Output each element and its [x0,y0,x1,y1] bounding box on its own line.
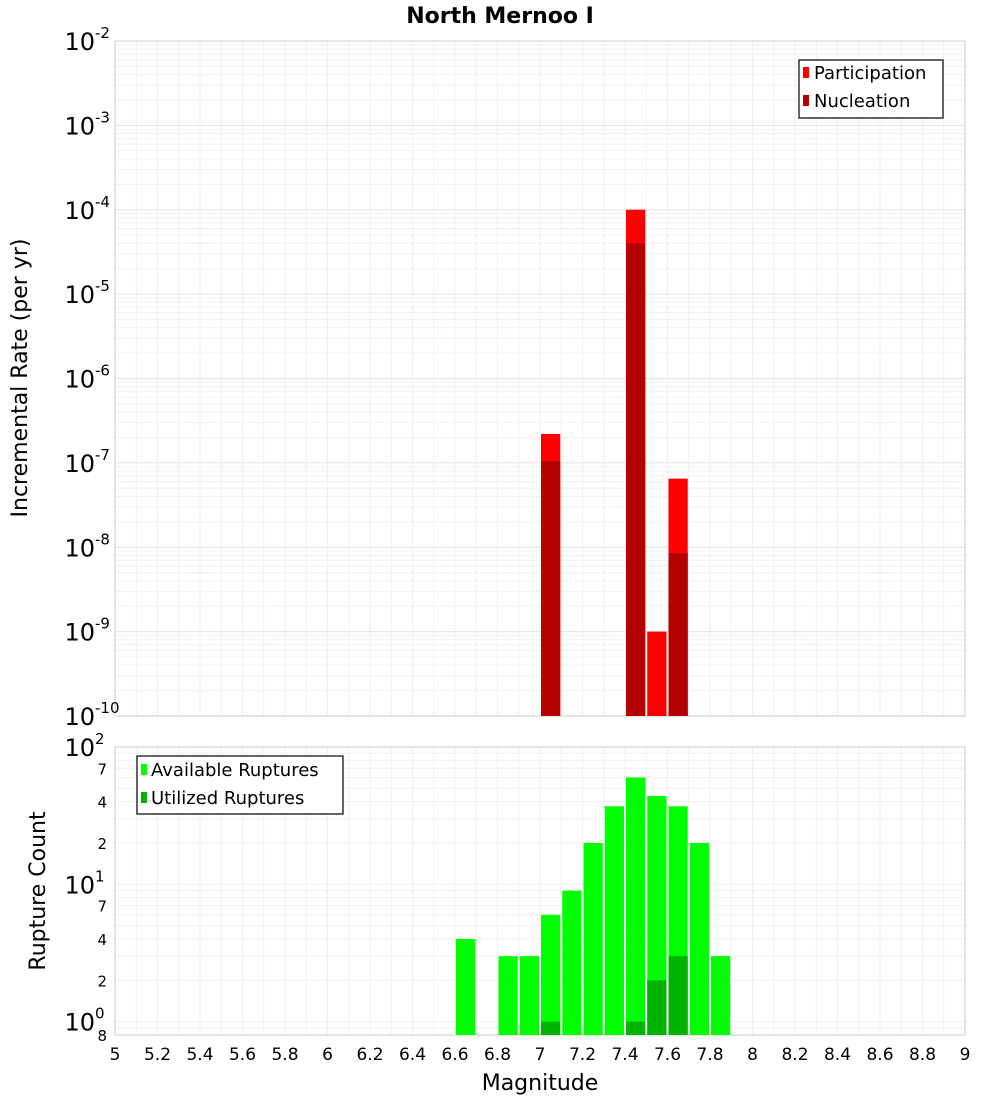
bar-available-ruptures-7.35 [604,806,624,1035]
x-tick-label: 6.6 [441,1045,468,1065]
bar-utilized-ruptures-7.45 [626,1021,646,1035]
top-y-tick-exponent: -4 [95,193,110,211]
top-y-tick-exponent: -7 [95,446,110,464]
x-tick-label: 5.6 [229,1045,256,1065]
bar-available-ruptures-7.25 [583,843,603,1035]
legend-swatch-nucleation [803,95,809,106]
top-y-tick-exponent: -3 [95,108,110,126]
bar-nucleation-7.05 [541,461,561,716]
bar-participation-7.55 [647,631,667,716]
top-legend-box [798,59,944,119]
bottom-y-minor-tick: 8 [97,1027,107,1045]
bottom-y-minor-tick: 4 [97,794,107,812]
x-tick-label: 8.8 [909,1045,936,1065]
top-y-axis-label: Incremental Rate (per yr) [8,239,33,518]
bar-available-ruptures-7.45 [626,777,646,1035]
top-y-tick-exponent: -6 [95,362,110,380]
bottom-y-tick-base: 10 [64,1009,95,1037]
x-tick-label: 8.2 [781,1045,808,1065]
top-y-tick-base: 10 [64,703,95,731]
top-y-tick-exponent: -9 [95,615,110,633]
bar-available-ruptures-6.65 [456,939,476,1035]
x-tick-label: 5.2 [144,1045,171,1065]
bottom-y-minor-tick: 2 [97,835,107,853]
x-tick-label: 7.2 [569,1045,596,1065]
top-y-tick-base: 10 [64,366,95,394]
top-y-tick-exponent: -2 [95,24,110,42]
bottom-plot-frame [114,746,966,1036]
x-tick-label: 7.4 [611,1045,638,1065]
x-tick-label: 9 [960,1045,971,1065]
bottom-y-tick-exponent: 0 [95,1005,105,1023]
top-legend: Participation Nucleation [798,59,944,119]
bottom-legend: Available Ruptures Utilized Ruptures [136,755,344,815]
top-y-tick-exponent: -5 [95,277,110,295]
top-y-tick-exponent: -8 [95,530,110,548]
x-tick-label: 7.8 [696,1045,723,1065]
bar-available-ruptures-7.15 [562,890,582,1035]
bottom-y-minor-tick: 7 [97,760,107,778]
x-tick-label: 5.8 [271,1045,298,1065]
x-tick-label: 8 [747,1045,758,1065]
top-panel-grid [114,41,966,717]
legend-label-nucleation: Nucleation [814,91,910,112]
legend-swatch-utilized-ruptures [141,792,147,803]
legend-label-available-ruptures: Available Ruptures [151,760,319,781]
bar-nucleation-7.45 [626,243,646,717]
top-y-tick-base: 10 [64,619,95,647]
top-y-tick-base: 10 [64,450,95,478]
x-tick-label: 8.6 [866,1045,893,1065]
x-tick-label: 6.4 [399,1045,426,1065]
legend-swatch-available-ruptures [141,764,147,775]
top-y-tick-base: 10 [64,112,95,140]
top-y-tick-base: 10 [64,281,95,309]
chart-title: North Mernoo I [406,4,594,29]
x-tick-label: 8.4 [824,1045,851,1065]
bottom-y-tick-base: 10 [64,734,95,762]
legend-label-utilized-ruptures: Utilized Ruptures [151,788,304,809]
x-tick-label: 5 [110,1045,121,1065]
bottom-y-axis-label: Rupture Count [26,811,51,971]
bottom-y-tick-exponent: 1 [95,867,105,885]
bottom-y-tick-base: 10 [64,871,95,899]
top-y-tick-base: 10 [64,534,95,562]
x-tick-label: 7.6 [654,1045,681,1065]
bar-available-ruptures-7.75 [689,843,709,1035]
legend-swatch-participation [803,67,809,78]
top-plot-frame [114,40,966,717]
bar-available-ruptures-7.55 [647,795,667,1035]
bar-utilized-ruptures-7.55 [647,980,667,1035]
bottom-y-tick-exponent: 2 [95,730,105,748]
x-tick-label: 5.4 [186,1045,213,1065]
top-y-tick-base: 10 [64,28,95,56]
x-tick-label: 6.2 [356,1045,383,1065]
bottom-y-minor-tick: 4 [97,931,107,949]
x-tick-label: 6 [322,1045,333,1065]
bottom-panel-bars [456,777,731,1035]
bar-utilized-ruptures-7.05 [541,1021,561,1035]
x-tick-labels: 5 5.2 5.4 5.6 5.8 6 6.2 6.4 6.6 6.8 7 7.2 7.4 7.6 7.8 8… [110,1045,971,1065]
bar-available-ruptures-7.05 [541,914,561,1035]
bar-nucleation-7.65 [668,553,688,716]
bar-available-ruptures-6.85 [498,956,518,1035]
bottom-legend-box [136,755,344,815]
top-y-tick-exponent: -10 [95,699,120,717]
top-panel-bars [541,209,688,717]
legend-label-participation: Participation [814,63,926,84]
top-y-tick-base: 10 [64,197,95,225]
x-tick-label: 6.8 [484,1045,511,1065]
bar-utilized-ruptures-7.65 [668,956,688,1035]
bottom-y-minor-tick: 7 [97,898,107,916]
bar-available-ruptures-6.95 [519,956,539,1035]
bottom-y-minor-tick: 2 [97,972,107,990]
x-axis-label: Magnitude [482,1071,599,1096]
x-tick-label: 7 [535,1045,546,1065]
bar-available-ruptures-7.85 [711,956,731,1035]
